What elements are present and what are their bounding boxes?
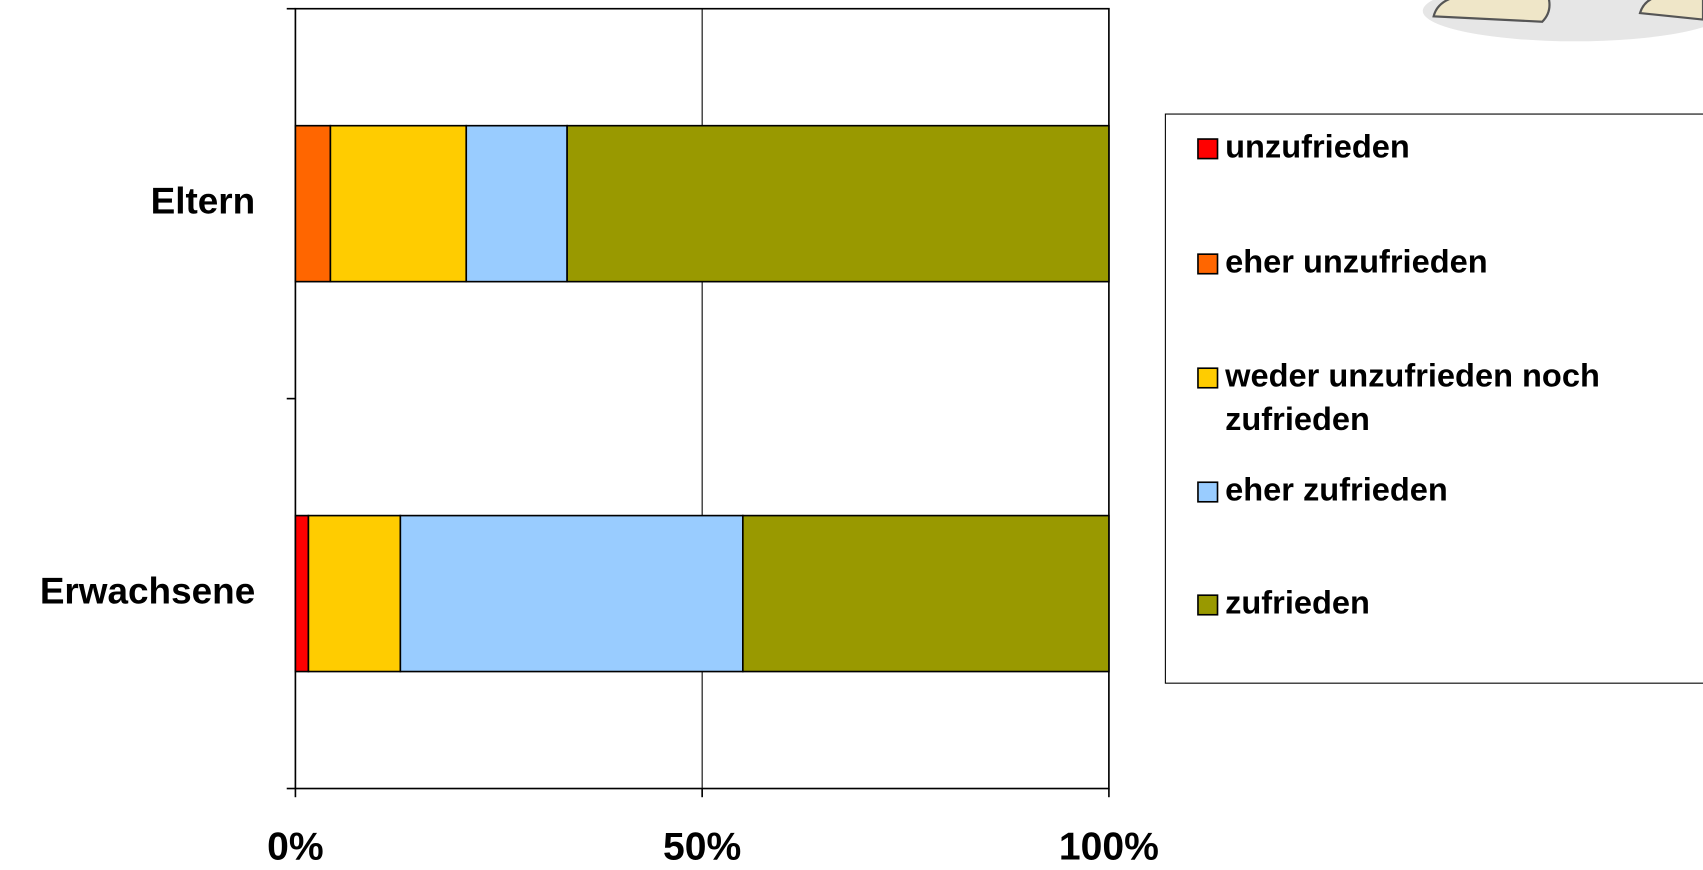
y-tick-label: Erwachsene	[40, 570, 255, 611]
legend-swatch	[1197, 481, 1219, 503]
legend-entry: eher zufrieden	[1225, 472, 1448, 509]
legend-label: unzufrieden	[1225, 129, 1410, 166]
bar-segment	[399, 514, 744, 673]
legend-swatch	[1197, 253, 1219, 275]
bar-segment	[329, 124, 468, 283]
bar-segment	[742, 514, 1110, 673]
legend-label: eher unzufrieden	[1225, 244, 1488, 281]
bar-segment	[294, 514, 310, 673]
legend-swatch	[1197, 138, 1219, 160]
x-tick-label: 50%	[663, 826, 741, 869]
legend-swatch	[1197, 367, 1219, 389]
x-tick-label: 0%	[267, 826, 323, 869]
y-tick-label: Eltern	[151, 180, 256, 221]
legend-entry: unzufrieden	[1225, 129, 1410, 166]
bar-segment	[294, 124, 332, 283]
legend-entry: weder unzufrieden noch zufrieden	[1225, 358, 1600, 438]
bar-segment	[307, 514, 402, 673]
legend-swatch	[1197, 594, 1219, 616]
bar-segment	[566, 124, 1110, 283]
legend-entry: zufrieden	[1225, 585, 1370, 622]
legend-entry: eher unzufrieden	[1225, 244, 1488, 281]
x-tick-label: 100%	[1059, 826, 1159, 869]
bar-segment	[465, 124, 568, 283]
legend-label: weder unzufrieden noch zufrieden	[1225, 358, 1600, 438]
legend-label: zufrieden	[1225, 585, 1370, 622]
legend-label: eher zufrieden	[1225, 472, 1448, 509]
decoration	[1422, 0, 1703, 42]
legend-box	[1164, 113, 1703, 684]
